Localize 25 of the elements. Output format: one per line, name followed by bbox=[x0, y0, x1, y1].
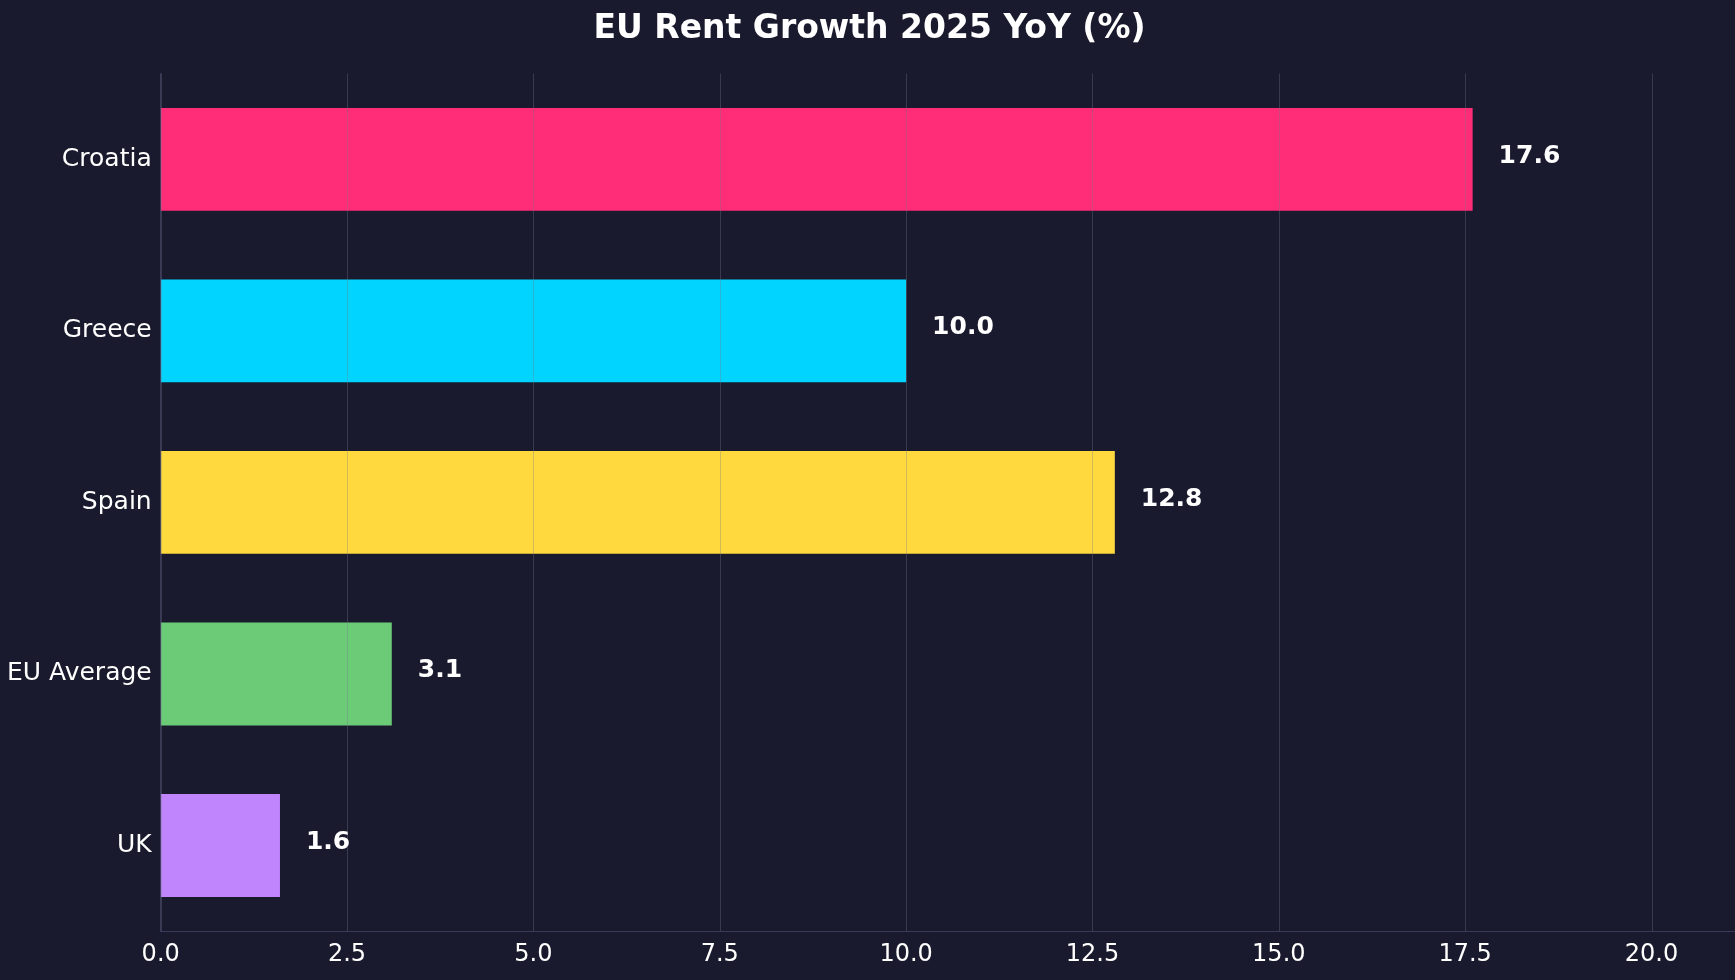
bar bbox=[160, 279, 907, 383]
y-tick-label: UK bbox=[117, 828, 153, 858]
x-tick-label: 17.5 bbox=[1438, 938, 1492, 967]
bar bbox=[160, 793, 280, 897]
chart-title: EU Rent Growth 2025 YoY (%) bbox=[593, 7, 1146, 47]
x-tick-label: 0.0 bbox=[141, 938, 180, 967]
x-tick-label: 20.0 bbox=[1624, 938, 1679, 967]
y-tick-label: Spain bbox=[81, 485, 152, 515]
data-label: 1.6 bbox=[305, 825, 351, 855]
bar bbox=[160, 450, 1115, 554]
data-label: 10.0 bbox=[932, 311, 994, 341]
data-label: 12.8 bbox=[1140, 482, 1203, 512]
data-label: 3.1 bbox=[417, 654, 463, 684]
x-tick-label: 5.0 bbox=[514, 938, 553, 967]
bar bbox=[160, 107, 1473, 211]
y-tick-label: Croatia bbox=[61, 142, 152, 172]
y-tick-label: EU Average bbox=[7, 657, 152, 687]
x-tick-label: 2.5 bbox=[327, 938, 367, 967]
y-tick-label: Greece bbox=[62, 314, 152, 344]
x-tick-label: 7.5 bbox=[700, 938, 739, 967]
x-tick-label: 15.0 bbox=[1252, 938, 1306, 967]
bar bbox=[160, 622, 392, 726]
data-label: 17.6 bbox=[1498, 139, 1561, 169]
x-tick-label: 10.0 bbox=[879, 938, 933, 967]
x-tick-label: 12.5 bbox=[1065, 938, 1120, 967]
